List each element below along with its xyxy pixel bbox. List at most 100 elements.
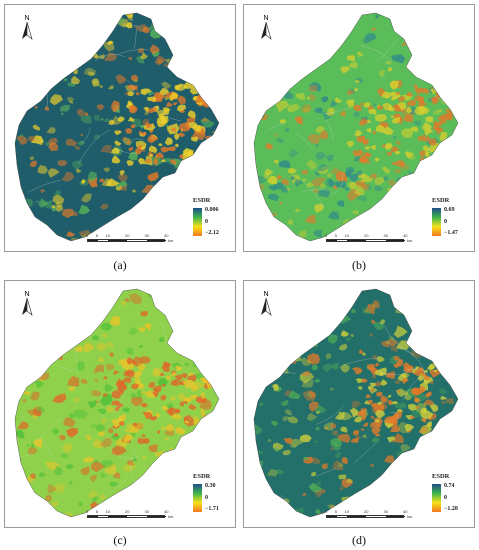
- esdr-patch: [40, 139, 44, 144]
- esdr-patch: [387, 481, 396, 489]
- esdr-patch-urban: [374, 419, 380, 423]
- esdr-patch: [63, 416, 76, 428]
- esdr-patch: [55, 205, 64, 212]
- esdr-patch: [282, 416, 290, 422]
- esdr-patch: [341, 496, 352, 504]
- esdr-patch: [201, 289, 212, 298]
- esdr-patch: [393, 355, 400, 361]
- esdr-patch-urban: [159, 372, 165, 376]
- region-map-a: [14, 12, 220, 242]
- scale-tick-label: 20: [125, 233, 130, 238]
- esdr-patch: [129, 293, 142, 305]
- esdr-patch: [342, 18, 351, 28]
- esdr-patch: [88, 171, 98, 183]
- esdr-patch-urban: [436, 149, 446, 158]
- esdr-patch: [149, 292, 154, 295]
- esdr-patch: [37, 228, 42, 232]
- legend-b: ESDR 0.69 0 −1.47: [432, 197, 472, 245]
- esdr-patch: [392, 135, 397, 139]
- esdr-patch-urban: [171, 413, 183, 420]
- esdr-patch: [339, 485, 345, 491]
- esdr-patch: [300, 290, 311, 300]
- esdr-patch: [18, 513, 28, 517]
- esdr-patch: [385, 195, 395, 203]
- esdr-patch-urban: [135, 147, 142, 155]
- esdr-patch: [105, 363, 116, 371]
- esdr-patch: [202, 421, 214, 431]
- esdr-patch: [440, 400, 446, 405]
- scale-tick-label: 30: [144, 509, 149, 514]
- scale-tick-label: 5: [95, 509, 99, 514]
- esdr-patch-urban: [380, 379, 388, 386]
- esdr-patch: [435, 153, 442, 162]
- esdr-patch: [283, 353, 293, 361]
- esdr-patch: [131, 396, 143, 407]
- esdr-patch: [71, 75, 80, 85]
- esdr-patch: [427, 460, 436, 468]
- esdr-patch-urban: [367, 385, 374, 390]
- esdr-patch: [92, 114, 100, 121]
- esdr-patch: [299, 371, 315, 384]
- esdr-patch: [199, 292, 212, 302]
- esdr-patch-urban: [422, 374, 431, 381]
- esdr-patch-urban: [382, 91, 393, 98]
- esdr-patch: [445, 157, 452, 163]
- esdr-patch: [94, 15, 102, 23]
- esdr-patch: [57, 160, 68, 167]
- esdr-patch: [80, 378, 88, 384]
- esdr-patch: [178, 329, 184, 335]
- esdr-patch-urban: [112, 369, 120, 375]
- esdr-patch: [263, 343, 272, 350]
- esdr-patch: [45, 495, 52, 502]
- esdr-patch-urban: [390, 146, 400, 153]
- esdr-patch-urban: [202, 84, 211, 90]
- district-boundary: [202, 162, 219, 182]
- esdr-patch: [78, 141, 85, 146]
- scale-segment: [385, 240, 405, 241]
- esdr-patch: [361, 184, 370, 191]
- esdr-patch: [281, 400, 289, 406]
- esdr-patch: [390, 14, 394, 19]
- esdr-patch: [324, 426, 329, 431]
- esdr-patch: [30, 391, 40, 401]
- esdr-patch: [338, 343, 348, 351]
- esdr-patch: [95, 364, 105, 373]
- esdr-patch: [109, 482, 119, 488]
- esdr-patch: [73, 409, 88, 419]
- esdr-patch: [353, 155, 361, 162]
- district-boundary: [390, 412, 399, 424]
- esdr-patch: [285, 305, 294, 313]
- esdr-patch: [111, 100, 120, 113]
- esdr-patch-urban: [429, 369, 442, 378]
- esdr-patch: [449, 446, 458, 457]
- esdr-patch: [275, 468, 285, 475]
- esdr-patch: [374, 114, 388, 122]
- esdr-patch: [401, 128, 414, 138]
- esdr-patch: [200, 117, 215, 128]
- scale-segment: [336, 240, 347, 241]
- esdr-patch: [93, 438, 104, 449]
- esdr-patch: [91, 390, 102, 397]
- esdr-patch: [442, 172, 455, 182]
- esdr-patch-urban: [201, 396, 206, 399]
- esdr-patch-urban: [161, 363, 170, 372]
- esdr-patch: [87, 71, 96, 76]
- esdr-patch-urban: [142, 412, 153, 420]
- esdr-patch-urban: [195, 161, 202, 169]
- esdr-patch: [109, 15, 118, 25]
- esdr-patch: [138, 326, 146, 332]
- north-arrow-icon: [261, 21, 272, 40]
- scale-tick-label: 10: [344, 509, 349, 514]
- esdr-patch: [184, 325, 197, 335]
- esdr-patch: [43, 61, 48, 66]
- esdr-patch-urban: [117, 402, 124, 410]
- esdr-patch: [109, 316, 121, 326]
- esdr-patch: [200, 341, 206, 345]
- esdr-patch: [268, 193, 280, 202]
- esdr-patch-urban: [436, 127, 442, 132]
- esdr-patch: [423, 506, 432, 513]
- esdr-patch: [201, 314, 213, 323]
- esdr-patch: [140, 390, 147, 395]
- esdr-patch: [362, 36, 369, 44]
- esdr-patch-urban: [111, 155, 121, 164]
